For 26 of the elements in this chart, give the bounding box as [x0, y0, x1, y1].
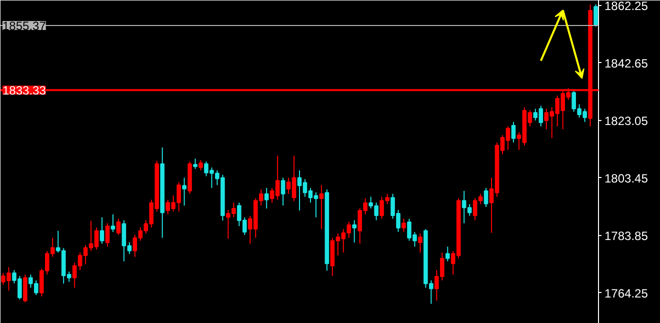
candlestick	[110, 214, 116, 232]
candlestick	[100, 216, 104, 244]
candlestick	[23, 274, 28, 303]
candlestick	[352, 220, 357, 244]
y-tick-label: 1862.25	[604, 0, 648, 13]
y-tick-label: 1823.05	[604, 114, 648, 128]
y-tick-label: 1764.25	[604, 286, 648, 300]
candlestick	[198, 160, 203, 171]
ref-line-label: 1833.33	[2, 84, 46, 98]
candlestick	[182, 177, 186, 206]
y-tick-label: 1803.45	[604, 171, 648, 186]
candlestick	[116, 218, 121, 236]
candlestick	[193, 158, 198, 170]
y-tick-label: 1783.85	[604, 228, 648, 243]
candlestick	[445, 246, 450, 262]
candlestick	[511, 121, 516, 143]
candlestick	[402, 218, 406, 232]
candlestick	[594, 4, 598, 28]
candlestick	[319, 184, 324, 230]
y-tick-label: 1842.65	[604, 56, 648, 70]
ref-line-label: 1855.37	[2, 19, 46, 34]
candlestick	[264, 187, 269, 209]
candlestick	[280, 177, 286, 206]
candlestick	[484, 187, 488, 208]
candlestick	[418, 232, 422, 254]
candlestick	[105, 222, 110, 248]
